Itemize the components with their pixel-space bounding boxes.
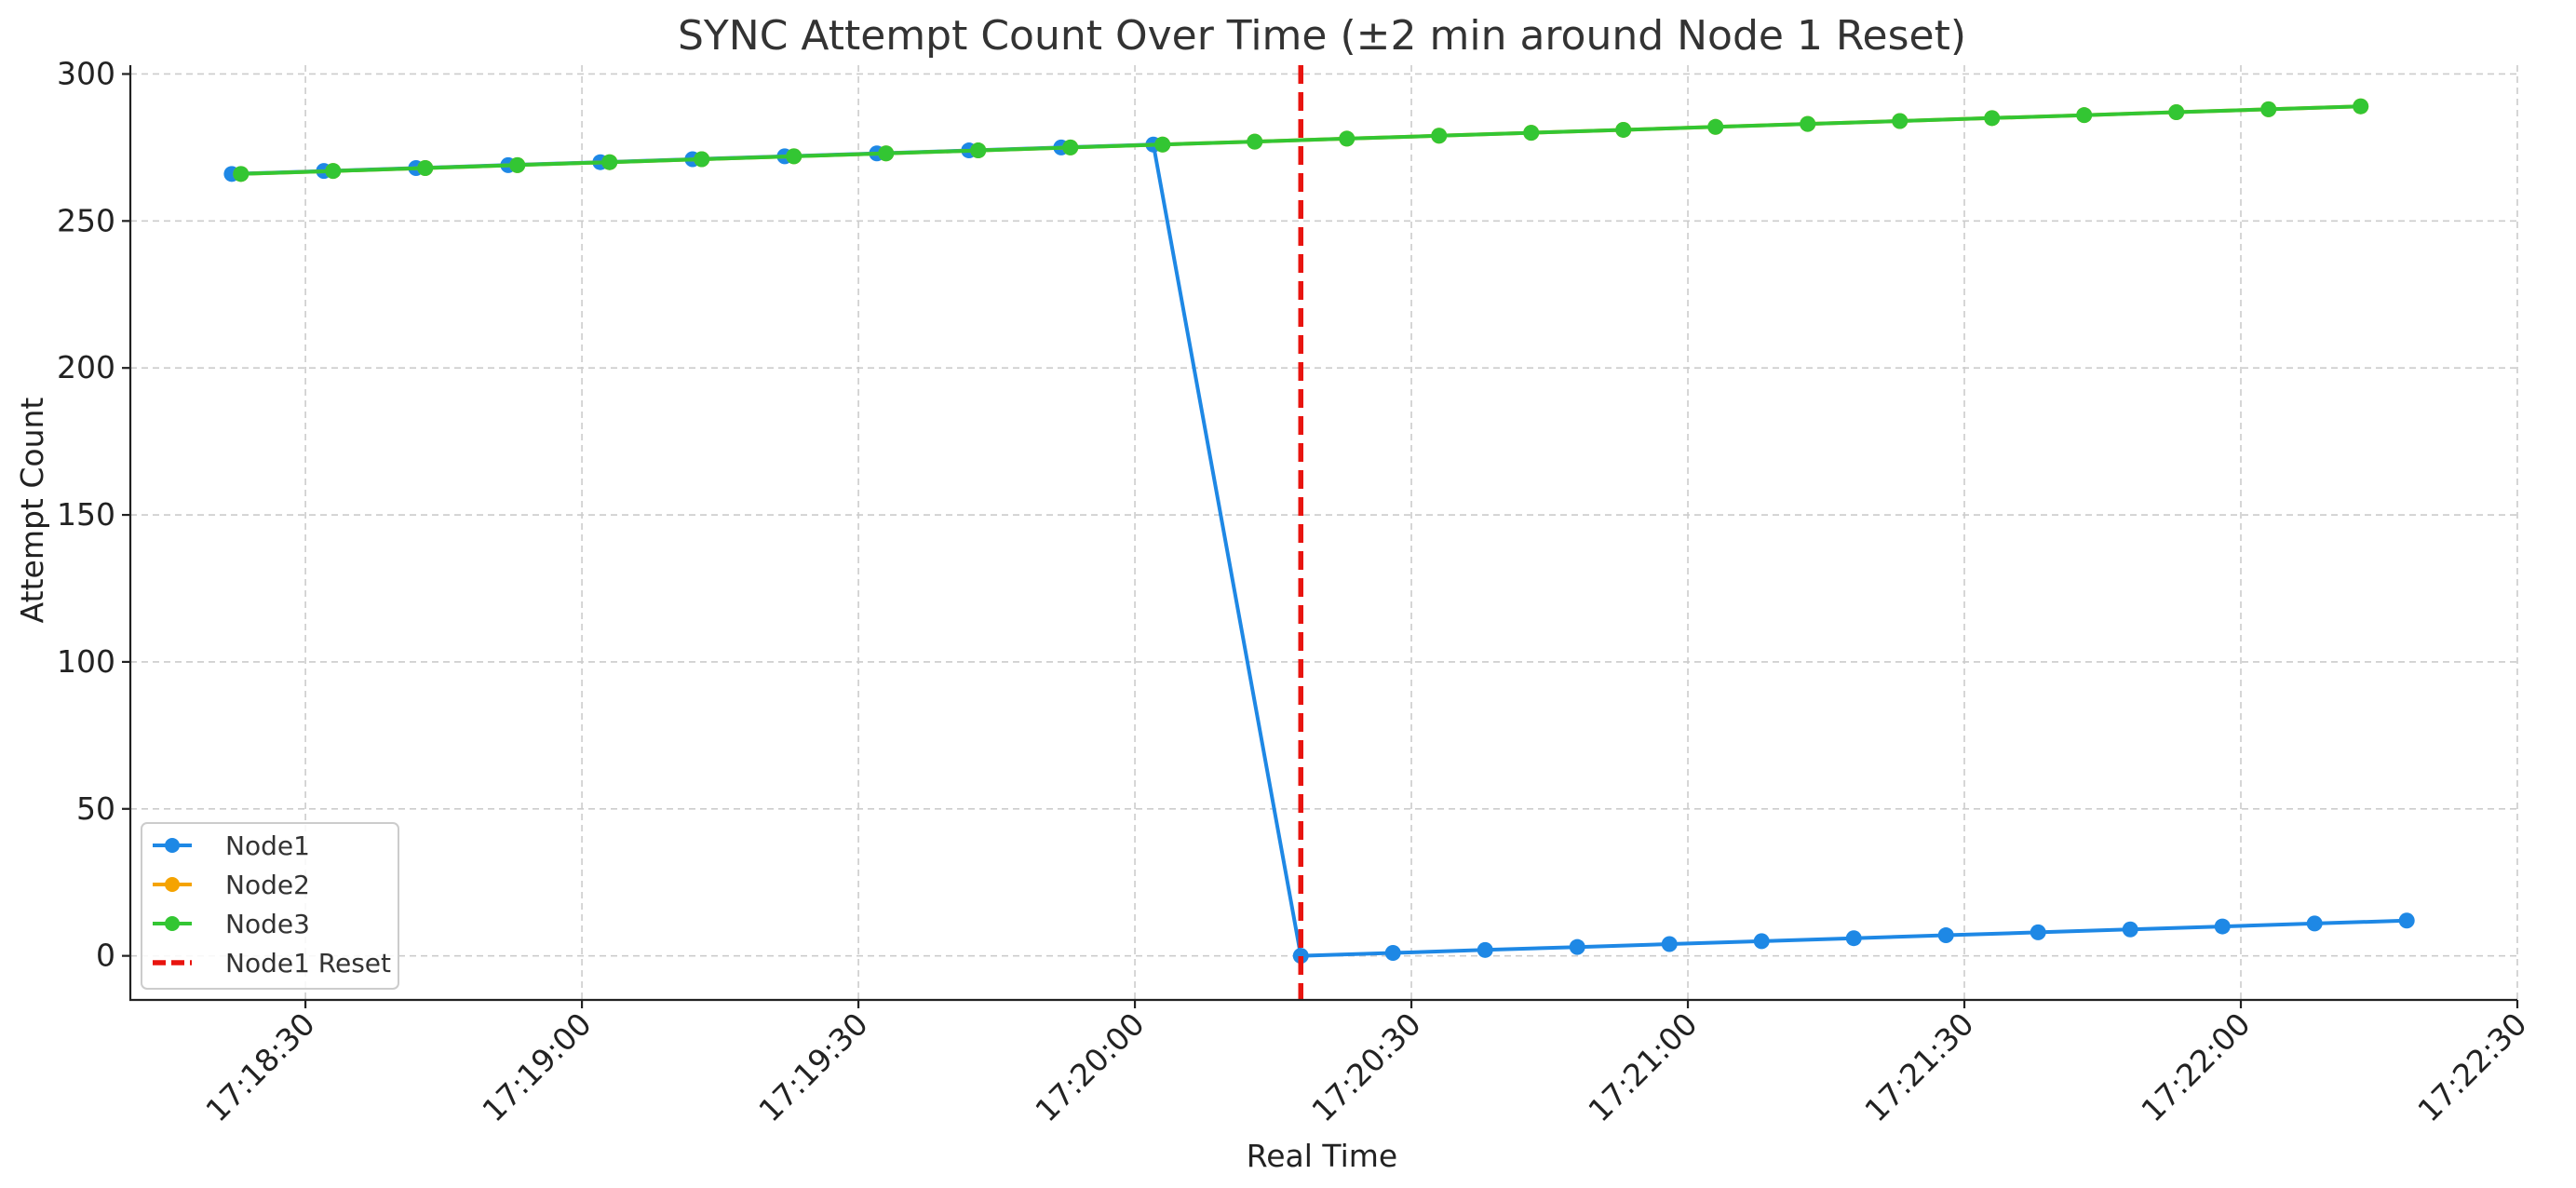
data-point [2306, 915, 2323, 932]
series-line-node1 [231, 142, 2407, 958]
data-point [1707, 118, 1724, 135]
series-line-node3 [240, 104, 2361, 176]
legend-entry: Node1 [153, 830, 310, 861]
data-point [1984, 110, 2001, 127]
y-tick-label: 200 [57, 349, 115, 385]
data-point [1845, 930, 1862, 947]
data-point [1339, 130, 1355, 147]
data-point [1615, 121, 1632, 138]
chart-title: SYNC Attempt Count Over Time (±2 min aro… [678, 12, 1966, 60]
data-point [1292, 948, 1309, 965]
axes: 0 50 100 150 200 250 300 17:18:30 17:19:00 17:19:… [57, 55, 2534, 1128]
x-axis-label: Real Time [1247, 1138, 1397, 1174]
legend-entry: Node2 [153, 870, 310, 900]
data-point [1523, 125, 1540, 142]
data-point [2260, 101, 2277, 117]
data-point [417, 160, 434, 177]
legend-label: Node3 [225, 909, 310, 939]
y-tick-label: 250 [57, 202, 115, 238]
data-point [1477, 941, 1493, 958]
y-axis-label: Attempt Count [14, 398, 50, 624]
legend-label: Node2 [225, 870, 310, 900]
data-point [786, 148, 802, 165]
x-tick-label: 17:21:00 [1581, 1006, 1704, 1128]
grid-lines [130, 65, 2518, 1000]
data-point [2030, 924, 2046, 940]
data-point [509, 156, 526, 173]
series-node3 [233, 98, 2369, 182]
y-tick-label: 0 [96, 938, 115, 974]
x-tick-label: 17:21:30 [1857, 1006, 1980, 1128]
axis-spines [128, 65, 2517, 1002]
data-point [1154, 136, 1171, 153]
legend: Node1 Node2 Node3 Node1 Reset [141, 822, 399, 990]
legend-box [141, 822, 399, 990]
legend-entry: Node3 [153, 909, 310, 939]
data-point [1937, 927, 1954, 944]
x-tick-label: 17:20:30 [1304, 1006, 1427, 1128]
data-point [1800, 115, 1816, 132]
data-point [233, 166, 250, 182]
data-point [1569, 938, 1585, 955]
y-tick-label: 300 [57, 55, 115, 91]
x-tick-label: 17:22:30 [2410, 1006, 2533, 1128]
x-tick-label: 17:18:30 [198, 1006, 321, 1128]
data-point [1247, 133, 1263, 150]
data-point [1062, 139, 1079, 155]
data-point [1661, 936, 1678, 952]
data-point [970, 142, 987, 159]
data-point [1384, 944, 1401, 961]
y-tick-label: 150 [57, 496, 115, 533]
x-tick-label: 17:22:00 [2134, 1006, 2257, 1128]
x-tick-label: 17:19:00 [475, 1006, 598, 1128]
legend-marker [165, 916, 180, 931]
data-point [878, 145, 895, 162]
legend-label: Node1 [225, 830, 310, 861]
plot-area [223, 65, 2415, 1000]
data-point [1753, 933, 1770, 950]
data-point [1431, 128, 1448, 144]
data-point [2076, 107, 2093, 124]
y-tick-label: 50 [76, 790, 115, 827]
legend-marker [165, 877, 180, 892]
data-point [2168, 104, 2185, 121]
series-node1 [223, 136, 2415, 965]
data-point [2214, 918, 2231, 935]
legend-label: Node1 Reset [225, 948, 391, 979]
x-tick-label: 17:20:00 [1028, 1006, 1151, 1128]
data-point [694, 151, 710, 168]
y-tick-label: 100 [57, 643, 115, 680]
data-point [601, 154, 618, 170]
x-tick-label: 17:19:30 [751, 1006, 874, 1128]
legend-entry: Node1 Reset [153, 948, 391, 979]
data-point [2398, 912, 2415, 929]
data-point [2122, 921, 2138, 938]
data-point [2353, 98, 2369, 115]
data-point [1892, 113, 1908, 129]
data-point [325, 163, 342, 180]
legend-marker [165, 838, 180, 853]
